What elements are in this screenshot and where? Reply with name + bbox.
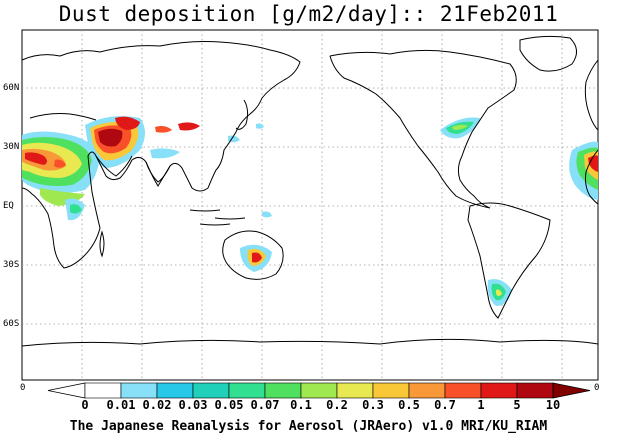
colorbar-tick-label: 0.3 xyxy=(362,398,384,412)
lat-label-30n: 30N xyxy=(3,142,20,152)
lat-label-60s: 60S xyxy=(3,319,20,329)
coastlines xyxy=(21,35,599,347)
colorbar-tick-label: 0.01 xyxy=(106,398,136,412)
colorbar-tick-label: 0.2 xyxy=(326,398,348,412)
footer-credit: The Japanese Reanalysis for Aerosol (JRA… xyxy=(69,419,548,434)
colorbar-tick-label: 0.1 xyxy=(290,398,312,412)
colorbar-segment xyxy=(300,382,338,399)
colorbar-tick-label: 5 xyxy=(513,398,521,412)
edge-label-right: 0 xyxy=(594,383,600,393)
lat-label-30s: 30S xyxy=(3,260,20,270)
colorbar-segment xyxy=(192,382,230,399)
colorbar-segment xyxy=(264,382,302,399)
colorbar-segment xyxy=(516,382,554,399)
colorbar-tick-label: 0.02 xyxy=(142,398,172,412)
colorbar-segment xyxy=(228,382,266,399)
colorbar-tick-label: 1 xyxy=(477,398,485,412)
gridlines xyxy=(22,30,598,380)
dust-field xyxy=(22,116,598,306)
colorbar-segment xyxy=(480,382,518,399)
colorbar-segment xyxy=(120,382,158,399)
colorbar-tick-label: 0.07 xyxy=(250,398,280,412)
colorbar-segment xyxy=(372,382,410,399)
lat-label-eq: EQ xyxy=(3,201,14,211)
colorbar-segment xyxy=(336,382,374,399)
colorbar-segment xyxy=(156,382,194,399)
colorbar-segments xyxy=(47,382,591,399)
colorbar-segment xyxy=(408,382,446,399)
colorbar-tick-label: 0.03 xyxy=(178,398,208,412)
colorbar xyxy=(47,382,591,399)
colorbar-segment xyxy=(444,382,482,399)
colorbar-tick-label: 0.5 xyxy=(398,398,420,412)
lat-label-60n: 60N xyxy=(3,83,20,93)
map-frame xyxy=(21,29,599,381)
map-title: Dust deposition [g/m2/day]:: 21Feb2011 xyxy=(58,2,559,26)
colorbar-arrow-left xyxy=(47,382,86,399)
colorbar-arrow-right xyxy=(552,382,591,399)
colorbar-tick-label: 0.05 xyxy=(214,398,244,412)
colorbar-tick-label: 0.7 xyxy=(434,398,456,412)
colorbar-tick-label: 10 xyxy=(545,398,561,412)
edge-label-left: 0 xyxy=(20,383,26,393)
colorbar-segment xyxy=(84,382,122,399)
colorbar-tick-label: 0 xyxy=(81,398,89,412)
